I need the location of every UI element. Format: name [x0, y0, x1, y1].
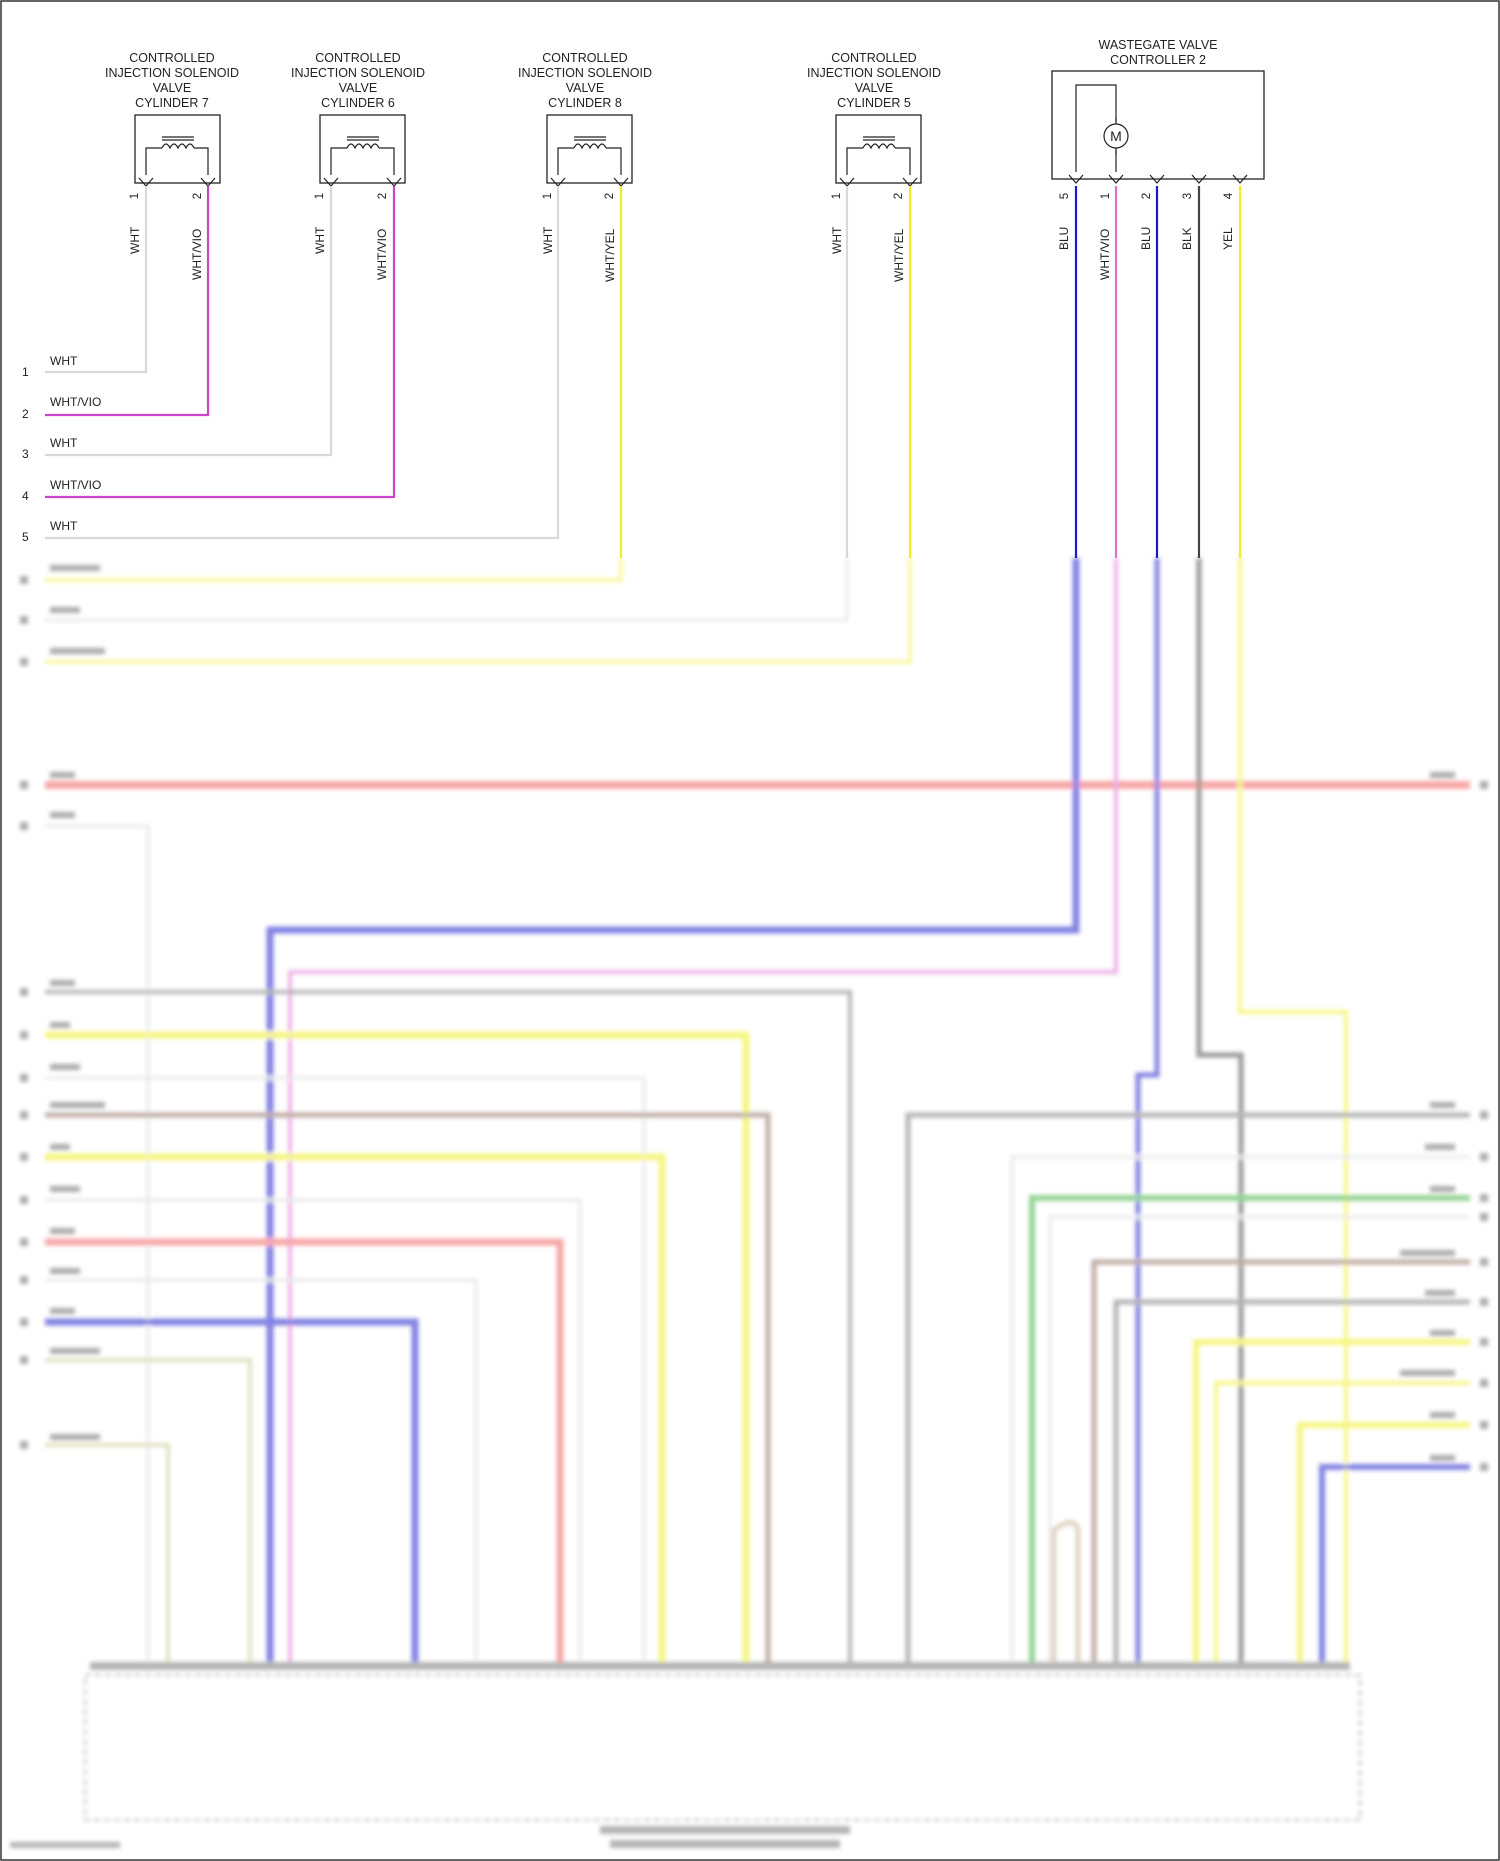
motor-label: M: [1110, 128, 1122, 144]
wg-pin-3: 3: [1182, 193, 1194, 199]
wg-wire-3: BLK: [1180, 227, 1194, 250]
inj7-title-3: VALVE: [153, 81, 191, 95]
wg-pin-5: 5: [1059, 193, 1071, 199]
inj8-title-2: INJECTION SOLENOID: [518, 66, 652, 80]
inj6-wire-1: WHT: [313, 226, 327, 254]
inj7-box: [134, 114, 221, 184]
wg-pin-1: 1: [1100, 193, 1112, 199]
inj7-title-1: CONTROLLED: [129, 51, 214, 65]
inj5-title-2: INJECTION SOLENOID: [807, 66, 941, 80]
inj7-wire-1: WHT: [128, 226, 142, 254]
inj8-title-4: CYLINDER 8: [548, 96, 622, 110]
inj6-pin-2: 2: [377, 193, 389, 199]
inj5-wire-1: WHT: [830, 226, 844, 254]
clear-wires: [45, 186, 1242, 558]
wire-row-3: [45, 186, 333, 457]
wg-wire-2: BLU: [1139, 227, 1153, 250]
motor-icon: [1075, 84, 1129, 172]
row-3-label: WHT: [50, 436, 78, 450]
row-1-label: WHT: [50, 354, 78, 368]
wg-box: [1051, 70, 1265, 180]
inj6-title-1: CONTROLLED: [315, 51, 400, 65]
row-5-label: WHT: [50, 519, 78, 533]
wire-row-2: [45, 186, 210, 417]
wire-row-4: [45, 186, 396, 499]
injector-cylinder-5: CONTROLLED INJECTION SOLENOID VALVE CYLI…: [807, 51, 941, 282]
inj6-title-3: VALVE: [339, 81, 377, 95]
connector-pin-icon: [1068, 174, 1248, 184]
injector-cylinder-8: CONTROLLED INJECTION SOLENOID VALVE CYLI…: [518, 51, 652, 282]
wire-row-5: [45, 186, 560, 540]
inj7-title-2: INJECTION SOLENOID: [105, 66, 239, 80]
wg-pin-4: 4: [1223, 192, 1235, 199]
inj8-box: [546, 114, 633, 184]
inj7-pin-2: 2: [192, 193, 204, 199]
inj8-pin-1: 1: [542, 193, 554, 199]
row-5-num: 5: [22, 530, 29, 544]
row-2-label: WHT/VIO: [50, 395, 101, 409]
inj6-pin-1: 1: [314, 193, 326, 199]
inj8-pin-2: 2: [604, 193, 616, 199]
wg-pin-2: 2: [1141, 193, 1153, 199]
inj6-wire-2: WHT/VIO: [375, 229, 389, 280]
wg-title-2: CONTROLLER 2: [1110, 53, 1206, 67]
inj8-wire-2: WHT/YEL: [603, 228, 617, 282]
solenoid-coil-icon: [145, 136, 209, 175]
wg-wire-4: YEL: [1221, 227, 1235, 250]
row-1-num: 1: [22, 365, 29, 379]
inj6-title-2: INJECTION SOLENOID: [291, 66, 425, 80]
inj8-title-3: VALVE: [566, 81, 604, 95]
wg-title-1: WASTEGATE VALVE: [1098, 38, 1217, 52]
inj5-title-4: CYLINDER 5: [837, 96, 911, 110]
wire-row-1: [45, 186, 148, 374]
inj8-wire-1: WHT: [541, 226, 555, 254]
wg-wire-1: WHT/VIO: [1098, 229, 1112, 280]
row-2-num: 2: [22, 407, 29, 421]
inj5-title-1: CONTROLLED: [831, 51, 916, 65]
inj7-wire-2: WHT/VIO: [190, 229, 204, 280]
inj5-box: [835, 114, 922, 184]
solenoid-coil-icon: [557, 136, 622, 175]
inj7-title-4: CYLINDER 7: [135, 96, 209, 110]
wg-wire-5: BLU: [1057, 227, 1071, 250]
obscured-region: [10, 558, 1488, 1848]
wastegate-valve-controller-2: WASTEGATE VALVE CONTROLLER 2 M 5 1 2 3 4…: [1051, 38, 1265, 280]
injector-cylinder-7: CONTROLLED INJECTION SOLENOID VALVE CYLI…: [105, 51, 239, 280]
inj6-title-4: CYLINDER 6: [321, 96, 395, 110]
inj5-pin-1: 1: [831, 193, 843, 199]
inj5-title-3: VALVE: [855, 81, 893, 95]
solenoid-coil-icon: [846, 136, 911, 175]
solenoid-coil-icon: [330, 136, 395, 175]
inj8-title-1: CONTROLLED: [542, 51, 627, 65]
row-4-num: 4: [22, 489, 29, 503]
inj5-wire-2: WHT/YEL: [892, 228, 906, 282]
injector-cylinder-6: CONTROLLED INJECTION SOLENOID VALVE CYLI…: [291, 51, 425, 280]
inj6-box: [319, 114, 406, 184]
row-labels: 1 WHT 2 WHT/VIO 3 WHT 4 WHT/VIO 5 WHT: [22, 354, 101, 544]
row-3-num: 3: [22, 447, 29, 461]
inj7-pin-1: 1: [129, 193, 141, 199]
row-4-label: WHT/VIO: [50, 478, 101, 492]
inj5-pin-2: 2: [893, 193, 905, 199]
